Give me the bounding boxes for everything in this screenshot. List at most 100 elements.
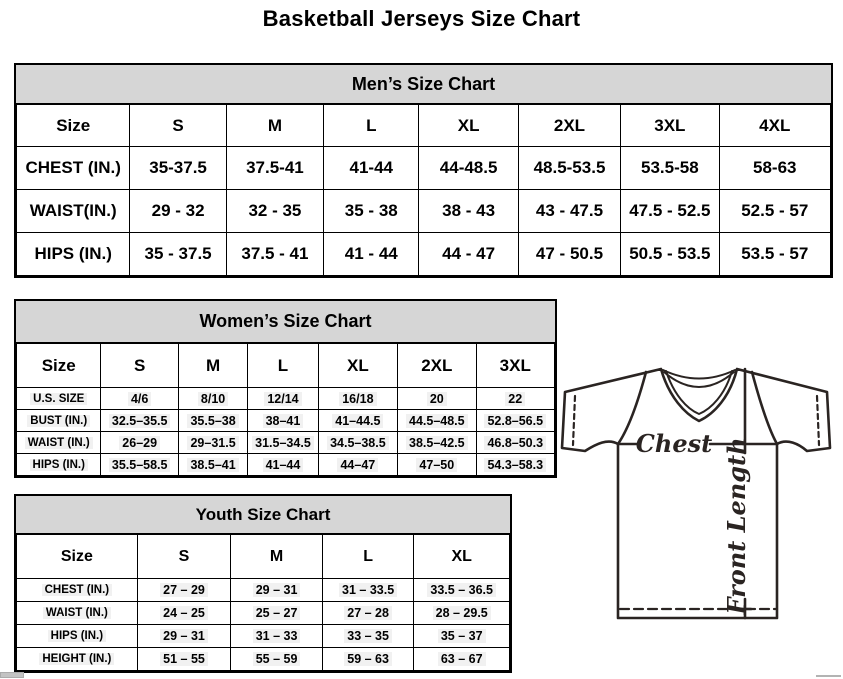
value-cell: 37.5 - 41 (225, 232, 325, 276)
row-label-cell: WAIST(IN.) (15, 189, 131, 233)
row-label-cell: HIPS (IN.) (16, 624, 138, 648)
collar-inner-v (665, 370, 733, 415)
col-header-cell: XL (418, 104, 519, 147)
table-row: HIPS (IN.) 35 - 37.5 37.5 - 41 41 - 44 4… (15, 232, 832, 276)
col-header-cell: M (225, 104, 325, 147)
value-cell: 33 – 35 (321, 624, 415, 648)
youth-table: Size S M L XL CHEST (IN.) 27 – 29 29 – 3… (16, 534, 510, 671)
value-cell: 29–31.5 (177, 431, 249, 454)
jersey-measurement-diagram: Chest Front Length (560, 367, 832, 620)
col-header-cell: 4XL (718, 104, 832, 147)
table-row: CHEST (IN.) 27 – 29 29 – 31 31 – 33.5 33… (16, 578, 510, 602)
value-cell: 58-63 (718, 146, 832, 190)
value-cell: 4/6 (100, 387, 179, 410)
mens-size-chart: Men’s Size Chart Size S M L XL 2XL 3XL 4… (14, 63, 833, 278)
row-label-cell: WAIST (IN.) (16, 601, 138, 625)
value-cell: 31.5–34.5 (247, 431, 319, 454)
value-cell: 28 – 29.5 (413, 601, 510, 625)
value-cell: 24 – 25 (136, 601, 232, 625)
mens-chart-header: Men’s Size Chart (16, 65, 831, 104)
table-row: HIPS (IN.) 29 – 31 31 – 33 33 – 35 35 – … (16, 624, 510, 648)
horizontal-scrollbar-fragment[interactable] (816, 675, 841, 677)
womens-table: Size S M L XL 2XL 3XL U.S. SIZE 4/6 8/10… (15, 343, 556, 476)
value-cell: 38–41 (247, 409, 319, 432)
table-row: CHEST (IN.) 35-37.5 37.5-41 41-44 44-48.… (15, 146, 832, 190)
jersey-outline (560, 367, 832, 620)
col-header-cell: S (100, 343, 179, 388)
table-row: Size S M L XL 2XL 3XL (15, 343, 556, 388)
right-cuff-dashed-line (815, 394, 821, 447)
front-length-label: Front Length (722, 437, 751, 615)
col-header-cell: M (177, 343, 249, 388)
value-cell: 20 (397, 387, 477, 410)
value-cell: 35 – 37 (413, 624, 510, 648)
value-cell: 46.8–50.3 (475, 431, 556, 454)
value-cell: 33.5 – 36.5 (413, 578, 510, 602)
value-cell: 43 - 47.5 (517, 189, 622, 233)
table-row: WAIST (IN.) 26–29 29–31.5 31.5–34.5 34.5… (15, 431, 556, 454)
col-header-cell: 3XL (475, 343, 556, 388)
row-label-cell: HIPS (IN.) (15, 453, 102, 476)
value-cell: 59 – 63 (321, 647, 415, 671)
value-cell: 54.3–58.3 (475, 453, 556, 476)
table-row: BUST (IN.) 32.5–35.5 35.5–38 38–41 41–44… (15, 409, 556, 432)
right-armhole-seam (750, 370, 779, 446)
col-header-cell: 2XL (397, 343, 477, 388)
value-cell: 32.5–35.5 (100, 409, 179, 432)
page-title: Basketball Jerseys Size Chart (262, 6, 581, 31)
value-cell: 38.5–42.5 (397, 431, 477, 454)
table-row: HIPS (IN.) 35.5–58.5 38.5–41 41–44 44–47… (15, 453, 556, 476)
value-cell: 53.5-58 (620, 146, 720, 190)
col-header-cell: M (230, 534, 323, 579)
col-header-cell: S (136, 534, 232, 579)
col-header-cell: XL (413, 534, 510, 579)
value-cell: 55 – 59 (230, 647, 323, 671)
value-cell: 8/10 (177, 387, 249, 410)
value-cell: 44.5–48.5 (397, 409, 477, 432)
left-cuff-dashed-line (571, 394, 577, 447)
value-cell: 31 – 33.5 (321, 578, 415, 602)
value-cell: 35.5–38 (177, 409, 249, 432)
col-header-cell: 3XL (620, 104, 720, 147)
collar-band-curve (663, 371, 735, 388)
col-header-cell: L (321, 534, 415, 579)
table-row: U.S. SIZE 4/6 8/10 12/14 16/18 20 22 (15, 387, 556, 410)
value-cell: 37.5-41 (225, 146, 325, 190)
value-cell: 12/14 (247, 387, 319, 410)
value-cell: 52.5 - 57 (718, 189, 832, 233)
row-label-cell: WAIST (IN.) (15, 431, 102, 454)
size-header-cell: Size (16, 534, 138, 579)
value-cell: 44 - 47 (418, 232, 519, 276)
value-cell: 38.5–41 (177, 453, 249, 476)
value-cell: 25 – 27 (230, 601, 323, 625)
table-row: WAIST (IN.) 24 – 25 25 – 27 27 – 28 28 –… (16, 601, 510, 625)
size-header-cell: Size (15, 343, 102, 388)
table-row: Size S M L XL 2XL 3XL 4XL (15, 104, 832, 147)
value-cell: 47–50 (397, 453, 477, 476)
value-cell: 27 – 29 (136, 578, 232, 602)
left-armhole-seam (616, 370, 648, 446)
value-cell: 35-37.5 (129, 146, 227, 190)
row-label-cell: HIPS (IN.) (15, 232, 131, 276)
value-cell: 47 - 50.5 (517, 232, 622, 276)
value-cell: 31 – 33 (230, 624, 323, 648)
womens-size-chart: Women’s Size Chart Size S M L XL 2XL 3XL… (14, 299, 557, 478)
value-cell: 27 – 28 (321, 601, 415, 625)
value-cell: 35 - 38 (323, 189, 420, 233)
horizontal-scrollbar-thumb[interactable] (0, 672, 24, 678)
col-header-cell: S (129, 104, 227, 147)
value-cell: 50.5 - 53.5 (620, 232, 720, 276)
value-cell: 22 (475, 387, 556, 410)
row-label-cell: CHEST (IN.) (16, 578, 138, 602)
row-label-cell: U.S. SIZE (15, 387, 102, 410)
row-label-cell: CHEST (IN.) (15, 146, 131, 190)
value-cell: 29 - 32 (129, 189, 227, 233)
youth-chart-header: Youth Size Chart (16, 496, 510, 534)
value-cell: 38 - 43 (418, 189, 519, 233)
chest-label: Chest (636, 429, 712, 458)
row-label-cell: BUST (IN.) (15, 409, 102, 432)
value-cell: 41-44 (323, 146, 420, 190)
table-row: WAIST(IN.) 29 - 32 32 - 35 35 - 38 38 - … (15, 189, 832, 233)
table-row: HEIGHT (IN.) 51 – 55 55 – 59 59 – 63 63 … (16, 647, 510, 671)
value-cell: 26–29 (100, 431, 179, 454)
